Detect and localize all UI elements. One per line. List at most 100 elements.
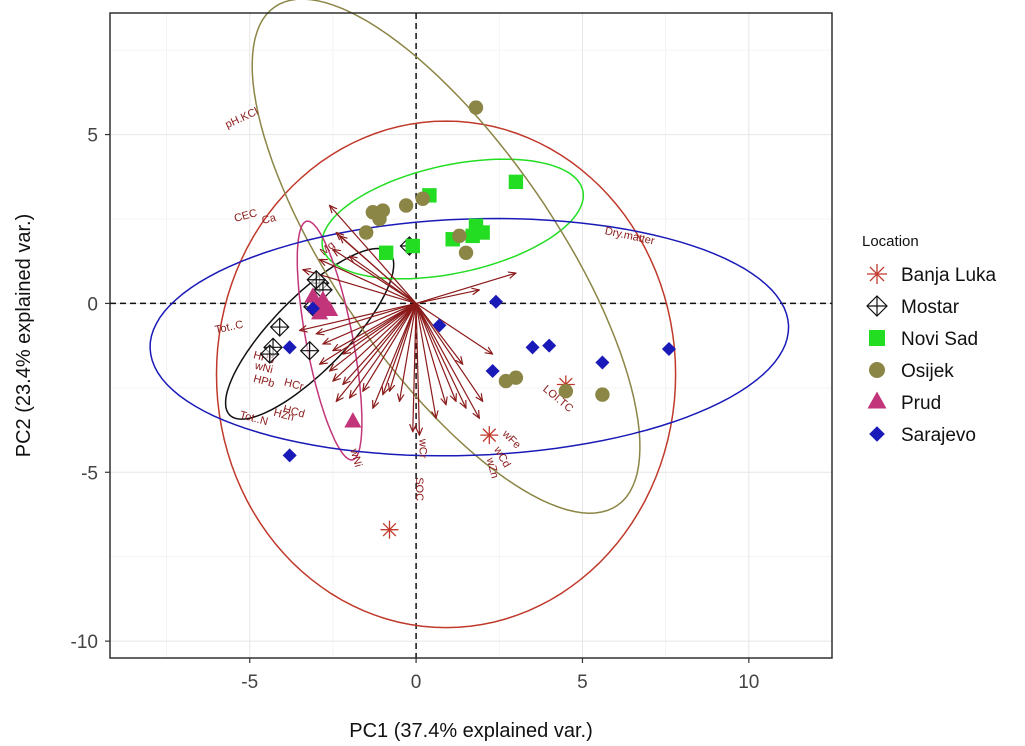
legend-title: Location bbox=[862, 233, 919, 250]
loading-arrow bbox=[415, 303, 456, 401]
loading-arrow bbox=[303, 270, 417, 304]
point-sarajevo bbox=[488, 294, 503, 309]
loading-label-soc: SOC bbox=[413, 477, 425, 501]
point-osijek bbox=[468, 100, 484, 115]
point-mostar bbox=[269, 317, 290, 337]
ellipse-sarajevo bbox=[149, 217, 790, 457]
loading-arrow-wni bbox=[373, 303, 417, 408]
loading-label-wcr: wCr bbox=[416, 438, 428, 459]
point-mostar bbox=[259, 344, 280, 364]
point-osijek bbox=[415, 191, 430, 206]
x-tick-label: 10 bbox=[738, 672, 759, 693]
loading-arrow bbox=[343, 302, 417, 354]
loading-label-wzn: wZn bbox=[483, 456, 500, 480]
loading-arrow-wfe bbox=[415, 303, 483, 401]
loading-arrow bbox=[383, 303, 417, 394]
loading-arrow-loi-tc bbox=[415, 302, 493, 354]
legend-label-prud: Prud bbox=[901, 393, 941, 414]
legend-item-prud: Prud bbox=[867, 391, 941, 414]
point-sarajevo bbox=[542, 338, 557, 353]
point-sarajevo bbox=[305, 301, 320, 316]
loading-arrow-ca bbox=[340, 236, 417, 304]
legend-item-mostar: Mostar bbox=[866, 295, 960, 318]
loading-arrow-dry-matter bbox=[415, 273, 516, 304]
point-novi-sad bbox=[405, 238, 420, 254]
series-mostar bbox=[259, 236, 420, 364]
loading-arrow-wni bbox=[320, 302, 417, 364]
loading-label-cec: CEC bbox=[233, 207, 259, 225]
ellipse-osijek bbox=[251, 0, 641, 514]
x-axis-title: PC1 (37.4% explained var.) bbox=[349, 720, 592, 742]
ellipse-banja-luka bbox=[215, 120, 677, 629]
zero-lines bbox=[110, 13, 832, 658]
x-tick-label: -5 bbox=[241, 672, 258, 693]
point-prud bbox=[304, 287, 322, 303]
point-osijek bbox=[452, 228, 467, 244]
loading-arrow bbox=[316, 302, 417, 333]
x-tick-label: 0 bbox=[411, 672, 422, 693]
loading-arrow-hcr bbox=[343, 303, 417, 384]
ellipse-novi-sad bbox=[321, 158, 585, 280]
legend-label-sarajevo: Sarajevo bbox=[901, 425, 976, 446]
axes: -5 0 5 10 -10 -5 0 5 bbox=[71, 126, 760, 693]
legend-label-banja-luka: Banja Luka bbox=[901, 265, 997, 286]
point-banja-luka bbox=[480, 426, 499, 445]
confidence-ellipses bbox=[149, 0, 790, 629]
plot-panel-border bbox=[109, 12, 833, 659]
legend-item-sarajevo: Sarajevo bbox=[869, 425, 976, 446]
point-sarajevo bbox=[282, 340, 297, 355]
loading-label-hzn: HZn bbox=[272, 407, 295, 424]
loading-arrow-hpb bbox=[333, 302, 417, 381]
point-prud bbox=[344, 412, 362, 428]
point-banja-luka bbox=[380, 520, 399, 539]
legend-key-prud bbox=[867, 391, 887, 409]
legend-key-sarajevo bbox=[869, 426, 885, 442]
loading-arrow bbox=[389, 303, 417, 391]
point-osijek bbox=[398, 198, 414, 213]
loading-arrow bbox=[320, 260, 417, 304]
point-osijek bbox=[458, 245, 474, 260]
loading-label-tot-c: Tot..C bbox=[214, 319, 245, 337]
y-axis-title: PC2 (23.4% explained var.) bbox=[13, 214, 35, 457]
loading-arrow-hpb bbox=[330, 302, 417, 371]
series-sarajevo bbox=[282, 294, 676, 463]
legend-key-banja-luka bbox=[867, 264, 887, 284]
legend-key-novi-sad bbox=[869, 330, 885, 346]
loading-label-wni: wNi bbox=[347, 447, 364, 469]
y-tick-label: -5 bbox=[81, 463, 98, 484]
loading-arrow-wcr bbox=[416, 303, 419, 435]
loading-arrow-wcd bbox=[415, 303, 479, 418]
legend-item-osijek: Osijek bbox=[869, 361, 954, 382]
loading-vectors bbox=[300, 205, 516, 435]
loading-arrow-tot-n bbox=[336, 303, 417, 401]
loading-label-wni: wNi bbox=[252, 360, 274, 377]
loading-label-hcr: HCr bbox=[283, 377, 305, 394]
legend: Location Banja Luka Mostar Novi Sad Osijek P… bbox=[862, 233, 997, 446]
point-prud bbox=[317, 297, 335, 313]
legend-key-osijek bbox=[869, 362, 885, 378]
y-tick-label: 5 bbox=[87, 126, 98, 147]
legend-item-novi-sad: Novi Sad bbox=[869, 329, 978, 350]
point-osijek bbox=[558, 384, 574, 399]
point-osijek bbox=[508, 370, 524, 385]
y-tick-label: -10 bbox=[71, 632, 98, 653]
point-sarajevo bbox=[595, 355, 610, 370]
point-novi-sad bbox=[465, 228, 480, 244]
legend-label-osijek: Osijek bbox=[901, 361, 954, 382]
loading-arrow bbox=[415, 303, 463, 364]
point-novi-sad bbox=[508, 174, 524, 190]
loading-arrow bbox=[333, 302, 417, 350]
point-sarajevo bbox=[282, 448, 297, 463]
series-osijek bbox=[358, 100, 610, 402]
loading-arrow-ph-kcl bbox=[330, 205, 417, 304]
point-sarajevo bbox=[661, 341, 676, 357]
legend-label-mostar: Mostar bbox=[901, 297, 960, 318]
point-osijek bbox=[372, 211, 387, 227]
y-tick-label: 0 bbox=[87, 294, 98, 315]
loading-arrow bbox=[415, 290, 479, 305]
loading-arrow-hcd bbox=[363, 303, 417, 391]
ellipse-prud bbox=[296, 220, 363, 461]
legend-item-banja-luka: Banja Luka bbox=[867, 264, 997, 286]
point-mostar bbox=[299, 340, 320, 361]
